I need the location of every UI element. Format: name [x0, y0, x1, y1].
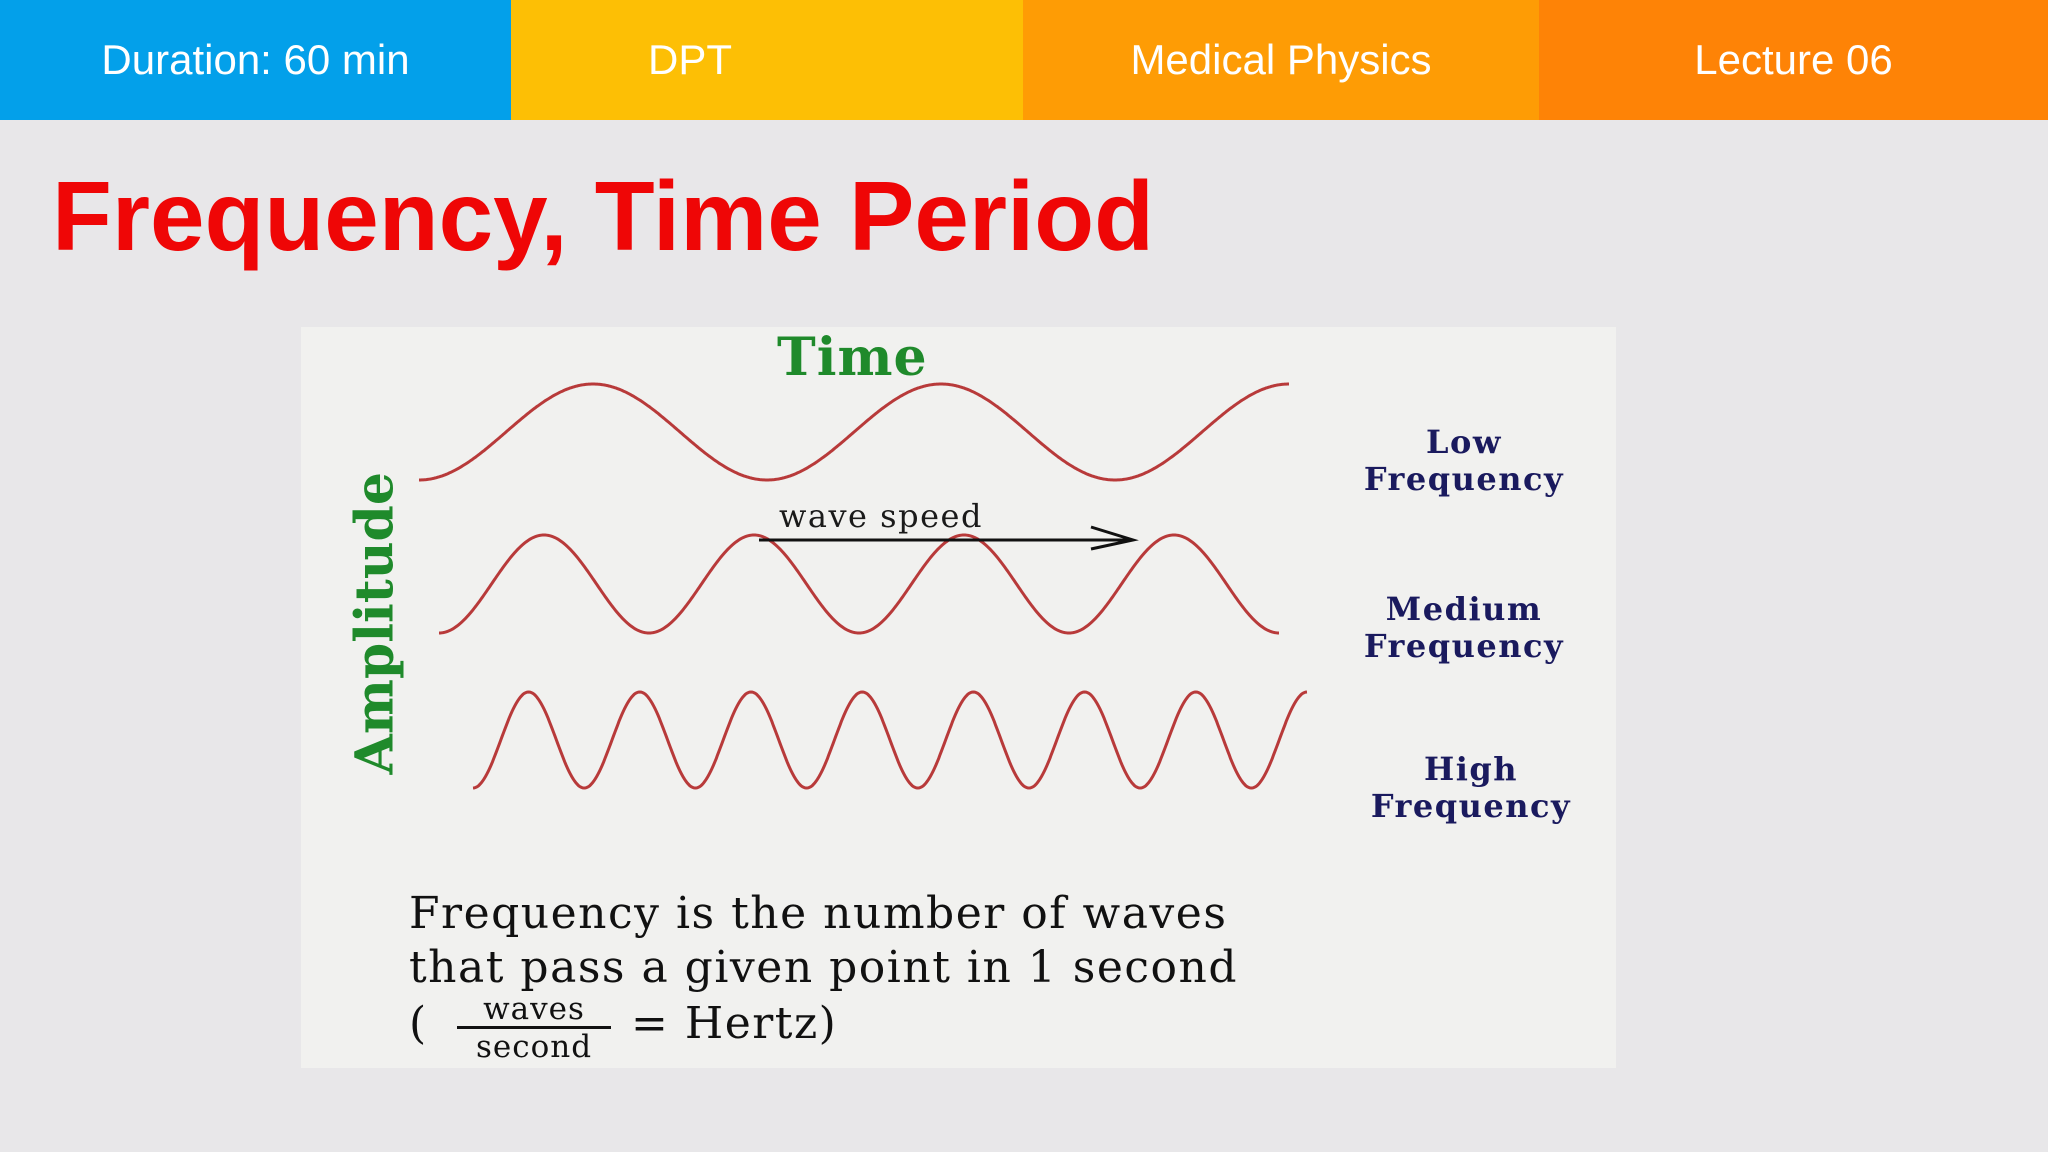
high-frequency-wave — [472, 690, 1308, 790]
amplitude-axis-label: Amplitude — [344, 471, 406, 775]
high-frequency-label-line2: Frequency — [1370, 787, 1572, 825]
low-frequency-label-line2: Frequency — [1363, 460, 1565, 498]
subject-label: Medical Physics — [1023, 0, 1539, 120]
fraction-numerator: waves — [457, 992, 611, 1029]
slide-title: Frequency, Time Period — [52, 161, 1154, 271]
lecture-label: Lecture 06 — [1539, 0, 2048, 120]
waves-per-second-fraction: waves second — [457, 992, 611, 1065]
medium-frequency-label-line1: Medium — [1385, 590, 1543, 628]
header-bar: Duration: 60 min DPT Medical Physics Lec… — [0, 0, 2048, 120]
wave-speed-label: wave speed — [779, 497, 983, 535]
program-label: DPT — [511, 0, 1023, 120]
fraction-denominator: second — [475, 1029, 593, 1065]
time-axis-label: Time — [777, 327, 928, 388]
medium-frequency-label: Medium Frequency — [1334, 591, 1594, 665]
formula-open-paren: ( — [409, 998, 427, 1049]
wave-drawing — [419, 382, 1308, 790]
wave-speed-arrow — [759, 525, 1139, 551]
high-frequency-label-line1: High — [1423, 750, 1519, 788]
low-frequency-label: Low Frequency — [1334, 424, 1594, 498]
definition-line-2: that pass a given point in 1 second — [409, 942, 1239, 993]
low-frequency-wave — [419, 382, 1289, 482]
equals-hertz: = Hertz) — [631, 998, 838, 1049]
medium-frequency-wave — [439, 533, 1279, 635]
definition-line-1: Frequency is the number of waves — [409, 888, 1228, 939]
medium-frequency-label-line2: Frequency — [1363, 627, 1565, 665]
frequency-definition: Frequency is the number of waves that pa… — [409, 887, 1238, 995]
high-frequency-label: High Frequency — [1341, 751, 1601, 825]
duration-label: Duration: 60 min — [0, 0, 511, 120]
low-frequency-label-line1: Low — [1426, 423, 1502, 461]
frequency-diagram: Time Amplitude wave speed Low Frequency … — [301, 327, 1616, 1068]
